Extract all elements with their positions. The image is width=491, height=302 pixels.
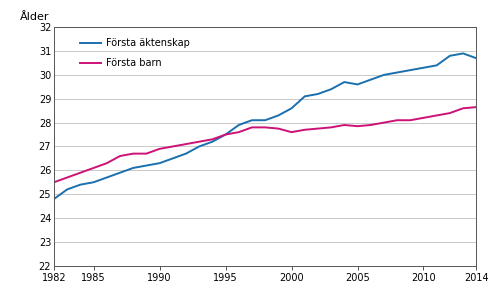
Första äktenskap xyxy=(78,183,83,186)
Första äktenskap xyxy=(473,56,479,60)
Första barn xyxy=(341,123,347,127)
Första barn xyxy=(64,176,70,179)
Första barn xyxy=(381,121,387,124)
Första barn xyxy=(315,127,321,130)
Första äktenskap xyxy=(408,68,413,72)
Första äktenskap xyxy=(64,188,70,191)
Första äktenskap xyxy=(460,52,466,55)
Första barn xyxy=(249,126,255,129)
Första barn xyxy=(91,166,97,170)
Första barn xyxy=(368,123,374,127)
Första äktenskap xyxy=(104,176,109,179)
Första äktenskap xyxy=(91,180,97,184)
Första äktenskap xyxy=(157,161,163,165)
Text: Ålder: Ålder xyxy=(20,12,50,22)
Första äktenskap xyxy=(117,171,123,175)
Första barn xyxy=(302,128,308,132)
Första äktenskap xyxy=(434,63,439,67)
Första barn xyxy=(170,145,176,148)
Line: Första barn: Första barn xyxy=(54,107,476,182)
Första äktenskap xyxy=(447,54,453,58)
Första barn xyxy=(447,111,453,115)
Första barn xyxy=(209,137,215,141)
Första barn xyxy=(143,152,149,156)
Första barn xyxy=(460,107,466,110)
Första äktenskap xyxy=(249,118,255,122)
Första barn xyxy=(328,126,334,129)
Första barn xyxy=(434,114,439,117)
Line: Första äktenskap: Första äktenskap xyxy=(54,53,476,199)
Första barn xyxy=(222,133,228,136)
Första barn xyxy=(183,142,189,146)
Första äktenskap xyxy=(302,95,308,98)
Första äktenskap xyxy=(289,107,295,110)
Första äktenskap xyxy=(341,80,347,84)
Första äktenskap xyxy=(183,152,189,156)
Första barn xyxy=(196,140,202,143)
Första barn xyxy=(236,130,242,134)
Första äktenskap xyxy=(315,92,321,96)
Första äktenskap xyxy=(196,145,202,148)
Legend: Första äktenskap, Första barn: Första äktenskap, Första barn xyxy=(76,34,193,72)
Första barn xyxy=(394,118,400,122)
Första barn xyxy=(104,161,109,165)
Första äktenskap xyxy=(368,78,374,82)
Första äktenskap xyxy=(420,66,426,69)
Första barn xyxy=(473,105,479,109)
Första äktenskap xyxy=(51,197,57,201)
Första äktenskap xyxy=(143,164,149,167)
Första äktenskap xyxy=(262,118,268,122)
Första barn xyxy=(289,130,295,134)
Första äktenskap xyxy=(275,114,281,117)
Första äktenskap xyxy=(170,156,176,160)
Första barn xyxy=(275,127,281,130)
Första äktenskap xyxy=(381,73,387,77)
Första barn xyxy=(420,116,426,120)
Första barn xyxy=(408,118,413,122)
Första barn xyxy=(130,152,136,156)
Första äktenskap xyxy=(394,71,400,74)
Första barn xyxy=(262,126,268,129)
Första barn xyxy=(157,147,163,151)
Första äktenskap xyxy=(355,83,360,86)
Första barn xyxy=(355,124,360,128)
Första äktenskap xyxy=(209,140,215,143)
Första äktenskap xyxy=(328,87,334,91)
Första äktenskap xyxy=(222,133,228,136)
Första barn xyxy=(117,154,123,158)
Första barn xyxy=(78,171,83,175)
Första äktenskap xyxy=(236,123,242,127)
Första äktenskap xyxy=(130,166,136,170)
Första barn xyxy=(51,180,57,184)
